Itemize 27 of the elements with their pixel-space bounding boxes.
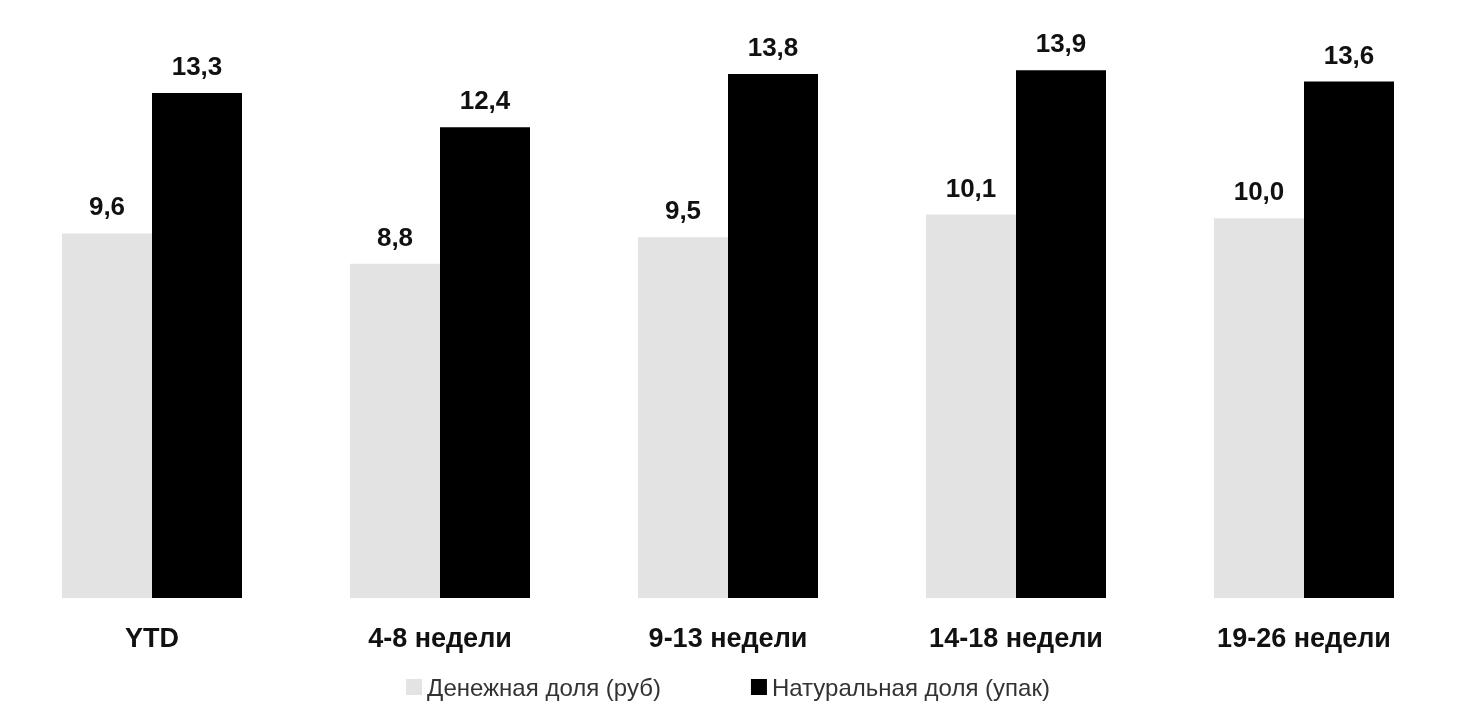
- data-label: 13,6: [1323, 39, 1375, 70]
- bar: [350, 263, 440, 598]
- bar: [152, 93, 242, 598]
- bar: [728, 74, 818, 598]
- legend-label: Денежная доля (руб): [427, 673, 661, 701]
- bar: [926, 214, 1016, 598]
- data-label: 12,4: [459, 85, 511, 116]
- bar: [62, 233, 152, 598]
- data-label: 13,9: [1035, 28, 1087, 59]
- bar: [1214, 218, 1304, 598]
- data-label: 8,8: [376, 221, 414, 252]
- bar: [1016, 70, 1106, 598]
- data-label: 9,5: [664, 195, 702, 226]
- data-label: 10,1: [945, 172, 997, 203]
- legend-label: Натуральная доля (упак): [771, 673, 1050, 701]
- bar: [440, 127, 530, 598]
- data-label: 13,8: [747, 32, 799, 63]
- bar: [638, 237, 728, 598]
- x-tick-label: 19-26 недели: [1217, 622, 1391, 653]
- bar: [1304, 81, 1394, 598]
- x-tick-label: 14-18 недели: [929, 622, 1103, 653]
- x-tick-label: YTD: [125, 622, 179, 653]
- x-tick-label: 9-13 недели: [648, 622, 808, 653]
- data-label: 10,0: [1233, 176, 1285, 207]
- data-label: 13,3: [171, 51, 223, 81]
- data-label: 9,6: [88, 191, 126, 222]
- x-tick-label: 4-8 недели: [368, 622, 512, 653]
